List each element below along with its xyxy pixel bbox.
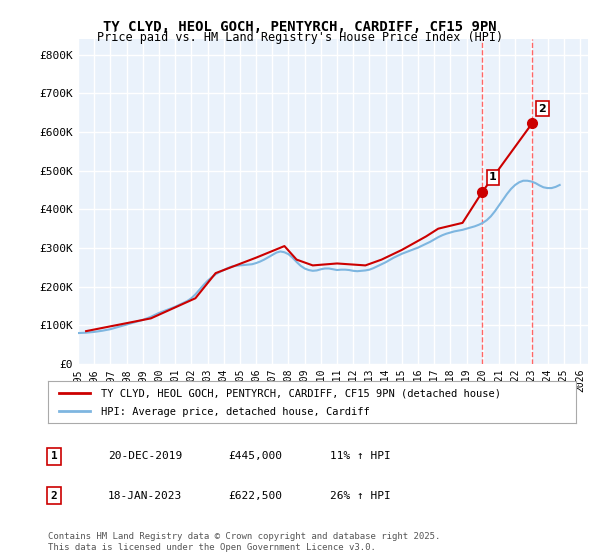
Text: 1: 1 <box>50 451 58 461</box>
Text: 2: 2 <box>539 104 547 114</box>
Text: 1: 1 <box>489 172 497 183</box>
Text: Contains HM Land Registry data © Crown copyright and database right 2025.
This d: Contains HM Land Registry data © Crown c… <box>48 532 440 552</box>
Text: £622,500: £622,500 <box>228 491 282 501</box>
Text: 2: 2 <box>50 491 58 501</box>
Text: 18-JAN-2023: 18-JAN-2023 <box>108 491 182 501</box>
Text: Price paid vs. HM Land Registry's House Price Index (HPI): Price paid vs. HM Land Registry's House … <box>97 31 503 44</box>
Text: TY CLYD, HEOL GOCH, PENTYRCH, CARDIFF, CF15 9PN (detached house): TY CLYD, HEOL GOCH, PENTYRCH, CARDIFF, C… <box>101 389 501 398</box>
Text: HPI: Average price, detached house, Cardiff: HPI: Average price, detached house, Card… <box>101 407 370 417</box>
Text: 11% ↑ HPI: 11% ↑ HPI <box>330 451 391 461</box>
Text: £445,000: £445,000 <box>228 451 282 461</box>
Text: TY CLYD, HEOL GOCH, PENTYRCH, CARDIFF, CF15 9PN: TY CLYD, HEOL GOCH, PENTYRCH, CARDIFF, C… <box>103 20 497 34</box>
Text: 20-DEC-2019: 20-DEC-2019 <box>108 451 182 461</box>
Text: 26% ↑ HPI: 26% ↑ HPI <box>330 491 391 501</box>
